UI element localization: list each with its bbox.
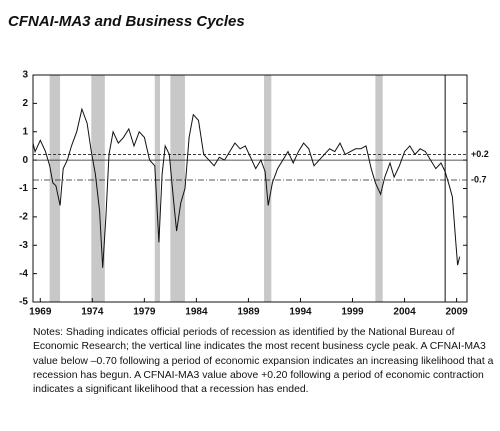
y-tick-label: 0	[22, 155, 28, 166]
y-tick-label: -2	[19, 212, 28, 223]
x-tick-label: 2009	[445, 307, 468, 318]
notes: Notes: Shading indicates official period…	[33, 327, 494, 396]
recession-band	[375, 75, 383, 302]
x-tick-label: 1994	[289, 307, 312, 318]
y-tick-label: 1	[22, 126, 28, 137]
reference-label: +0.2	[471, 149, 489, 159]
y-tick-label: 2	[22, 98, 28, 109]
x-tick-label: 2004	[393, 307, 416, 318]
recession-band	[91, 75, 105, 302]
y-tick-label: -3	[19, 240, 28, 251]
reference-label: -0.7	[471, 174, 487, 184]
chart: CFNAI-MA3 and Business Cycles +0.2 -0.7 -5…	[8, 13, 489, 318]
x-tick-label: 1999	[341, 307, 364, 318]
x-tick-label: 1984	[185, 307, 208, 318]
y-tick-label: -4	[19, 268, 28, 279]
y-tick-label: -1	[19, 183, 28, 194]
x-tick-label: 1969	[29, 307, 52, 318]
y-tick-label: 3	[22, 70, 28, 81]
x-tick-label: 1979	[133, 307, 156, 318]
y-tick-label: -5	[19, 297, 28, 308]
x-tick-label: 1974	[81, 307, 104, 318]
chart-title: CFNAI-MA3 and Business Cycles	[8, 13, 245, 30]
x-tick-label: 1989	[237, 307, 260, 318]
recession-band	[264, 75, 272, 302]
recession-band	[49, 75, 61, 302]
recession-band	[154, 75, 160, 302]
recession-band	[170, 75, 185, 302]
series-line	[32, 107, 461, 268]
